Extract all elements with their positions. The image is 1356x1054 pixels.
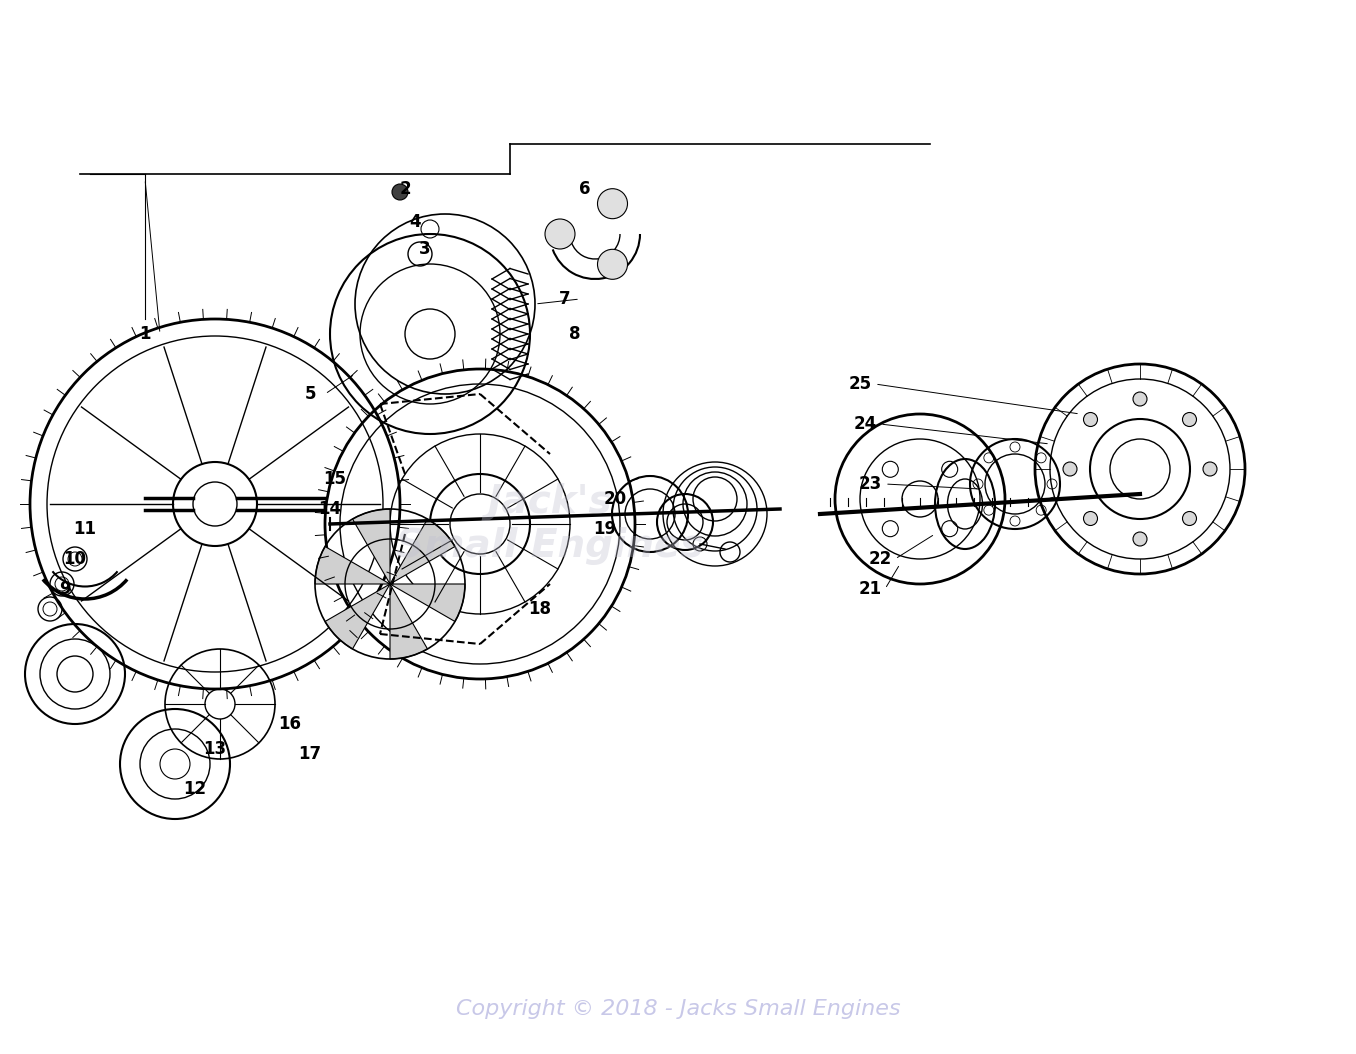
Text: 16: 16	[278, 715, 301, 733]
Text: 4: 4	[410, 213, 420, 231]
Circle shape	[598, 189, 628, 218]
Circle shape	[545, 219, 575, 249]
Text: 25: 25	[849, 375, 872, 393]
Circle shape	[1203, 462, 1216, 476]
Text: Copyright © 2018 - Jacks Small Engines: Copyright © 2018 - Jacks Small Engines	[456, 999, 900, 1019]
Circle shape	[1182, 412, 1196, 427]
Text: 23: 23	[858, 475, 881, 493]
Text: 8: 8	[570, 325, 580, 343]
Text: 12: 12	[183, 780, 206, 798]
Circle shape	[1134, 532, 1147, 546]
Wedge shape	[353, 509, 391, 584]
Wedge shape	[391, 519, 456, 584]
Text: 13: 13	[203, 740, 226, 758]
Text: 20: 20	[603, 490, 626, 508]
Text: Jack's
Small Engines: Jack's Small Engines	[396, 483, 704, 565]
Text: 3: 3	[419, 240, 431, 258]
Circle shape	[1063, 462, 1077, 476]
Circle shape	[1134, 392, 1147, 406]
Text: 1: 1	[140, 325, 151, 343]
Wedge shape	[391, 584, 465, 622]
Text: 9: 9	[60, 580, 71, 598]
Wedge shape	[315, 547, 391, 584]
Text: 2: 2	[399, 180, 411, 198]
Text: 24: 24	[853, 415, 876, 433]
Text: 10: 10	[64, 550, 87, 568]
Text: 6: 6	[579, 180, 591, 198]
Text: 11: 11	[73, 520, 96, 538]
Circle shape	[1083, 511, 1097, 526]
Circle shape	[1083, 412, 1097, 427]
Wedge shape	[325, 584, 391, 649]
Text: 15: 15	[324, 470, 347, 488]
Circle shape	[392, 184, 408, 200]
Text: 7: 7	[559, 290, 571, 308]
Text: 18: 18	[529, 600, 552, 618]
Wedge shape	[391, 584, 427, 659]
Text: 19: 19	[594, 520, 617, 538]
Text: 17: 17	[298, 745, 321, 763]
Circle shape	[1182, 511, 1196, 526]
Text: 21: 21	[858, 580, 881, 598]
Text: 22: 22	[868, 550, 892, 568]
Text: 5: 5	[304, 385, 316, 403]
Circle shape	[598, 250, 628, 279]
Text: 14: 14	[319, 500, 342, 518]
